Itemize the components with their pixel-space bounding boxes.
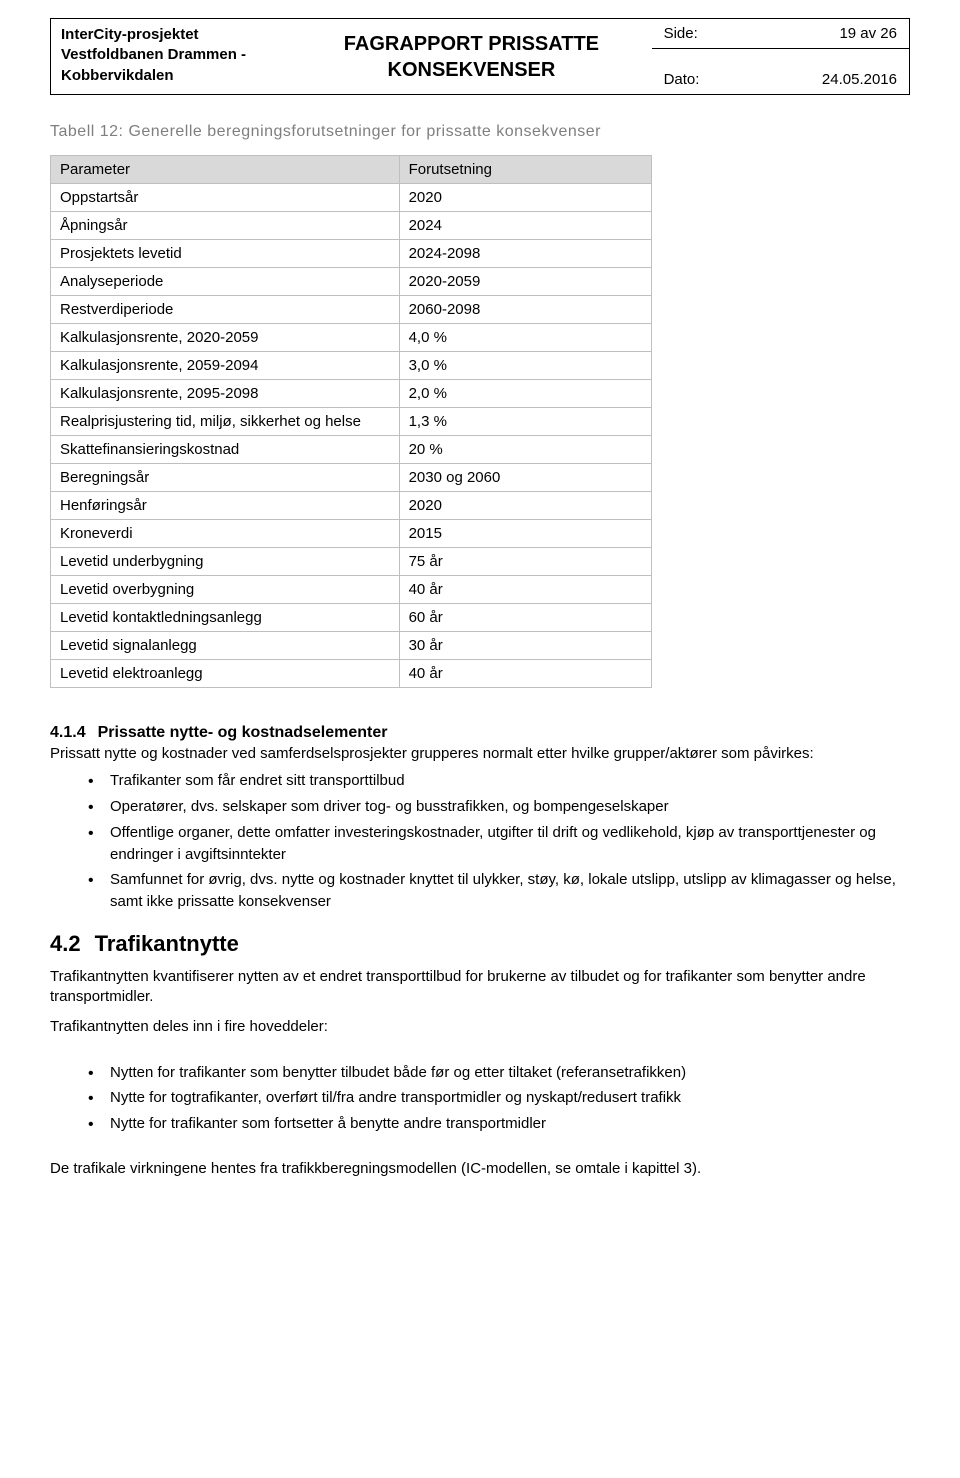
table-row: Åpningsår2024 — [51, 212, 652, 240]
header-center-line1: FAGRAPPORT PRISSATTE — [344, 31, 599, 57]
table-cell-parameter: Levetid overbygning — [51, 576, 400, 604]
section-4-2-p2: Trafikantnytten deles inn i fire hovedde… — [50, 1017, 910, 1037]
table-cell-parameter: Analyseperiode — [51, 268, 400, 296]
section-number: 4.2 — [50, 931, 81, 956]
date-label: Dato: — [664, 71, 700, 88]
section-4-2-p1: Trafikantnytten kvantifiserer nytten av … — [50, 967, 910, 1008]
table-cell-parameter: Levetid underbygning — [51, 548, 400, 576]
table-row: Kalkulasjonsrente, 2095-20982,0 % — [51, 380, 652, 408]
table-cell-value: 2030 og 2060 — [399, 464, 651, 492]
section-4-2-heading: 4.2 Trafikantnytte — [50, 931, 910, 957]
section-title: Prissatte nytte- og kostnadselementer — [98, 724, 388, 741]
table-cell-parameter: Levetid elektroanlegg — [51, 660, 400, 688]
table-cell-value: 20 % — [399, 436, 651, 464]
section-4-2-bullets: Nytten for trafikanter som benytter tilb… — [50, 1062, 910, 1135]
table-row: Henføringsår2020 — [51, 492, 652, 520]
table-cell-parameter: Levetid kontaktledningsanlegg — [51, 604, 400, 632]
header-meta: Side: 19 av 26 Dato: 24.05.2016 — [652, 19, 909, 94]
table-cell-parameter: Åpningsår — [51, 212, 400, 240]
table-row: Beregningsår2030 og 2060 — [51, 464, 652, 492]
list-item: Nytte for trafikanter som fortsetter å b… — [88, 1113, 910, 1135]
table-cell-parameter: Kalkulasjonsrente, 2095-2098 — [51, 380, 400, 408]
list-item: Trafikanter som får endret sitt transpor… — [88, 770, 910, 792]
table-cell-parameter: Henføringsår — [51, 492, 400, 520]
table-row: Kalkulasjonsrente, 2020-20594,0 % — [51, 324, 652, 352]
table-row: Levetid underbygning75 år — [51, 548, 652, 576]
header-left-line3: Kobbervikdalen — [61, 66, 281, 86]
section-4-1-4-bullets: Trafikanter som får endret sitt transpor… — [50, 770, 910, 913]
table-cell-parameter: Beregningsår — [51, 464, 400, 492]
table-row: Levetid kontaktledningsanlegg60 år — [51, 604, 652, 632]
table-cell-parameter: Kalkulasjonsrente, 2059-2094 — [51, 352, 400, 380]
header-left-line2: Vestfoldbanen Drammen - — [61, 45, 281, 65]
table-header-value: Forutsetning — [399, 156, 651, 184]
page-label: Side: — [664, 25, 698, 42]
table-cell-value: 2015 — [399, 520, 651, 548]
table-cell-parameter: Restverdiperiode — [51, 296, 400, 324]
table-cell-value: 40 år — [399, 576, 651, 604]
document-header: InterCity-prosjektet Vestfoldbanen Dramm… — [50, 18, 910, 95]
table-row: Analyseperiode2020-2059 — [51, 268, 652, 296]
table-cell-value: 4,0 % — [399, 324, 651, 352]
table-cell-parameter: Skattefinansieringskostnad — [51, 436, 400, 464]
section-4-2-p3: De trafikale virkningene hentes fra traf… — [50, 1159, 910, 1179]
table-cell-parameter: Oppstartsår — [51, 184, 400, 212]
table-cell-value: 2020 — [399, 184, 651, 212]
list-item: Samfunnet for øvrig, dvs. nytte og kostn… — [88, 869, 910, 913]
table-cell-value: 2,0 % — [399, 380, 651, 408]
list-item: Nytte for togtrafikanter, overført til/f… — [88, 1087, 910, 1109]
table-cell-value: 75 år — [399, 548, 651, 576]
table-row: Oppstartsår2020 — [51, 184, 652, 212]
table-cell-value: 2020 — [399, 492, 651, 520]
date-value: 24.05.2016 — [822, 71, 897, 88]
table-row: Skattefinansieringskostnad20 % — [51, 436, 652, 464]
list-item: Operatører, dvs. selskaper som driver to… — [88, 796, 910, 818]
table-cell-parameter: Realprisjustering tid, miljø, sikkerhet … — [51, 408, 400, 436]
section-title: Trafikantnytte — [95, 931, 239, 956]
table-caption: Tabell 12: Generelle beregningsforutsetn… — [50, 123, 910, 141]
table-row: Restverdiperiode2060-2098 — [51, 296, 652, 324]
table-cell-value: 2060-2098 — [399, 296, 651, 324]
parameters-table: Parameter Forutsetning Oppstartsår2020Åp… — [50, 155, 652, 688]
table-row: Prosjektets levetid2024-2098 — [51, 240, 652, 268]
table-cell-value: 30 år — [399, 632, 651, 660]
table-row: Levetid signalanlegg30 år — [51, 632, 652, 660]
table-cell-parameter: Prosjektets levetid — [51, 240, 400, 268]
table-cell-value: 40 år — [399, 660, 651, 688]
table-cell-value: 1,3 % — [399, 408, 651, 436]
table-row: Levetid elektroanlegg40 år — [51, 660, 652, 688]
page-number: 19 av 26 — [839, 25, 897, 42]
section-number: 4.1.4 — [50, 724, 86, 741]
header-report-title: FAGRAPPORT PRISSATTE KONSEKVENSER — [291, 19, 651, 94]
table-row: Kroneverdi2015 — [51, 520, 652, 548]
header-project-name: InterCity-prosjektet Vestfoldbanen Dramm… — [51, 19, 291, 94]
table-row: Kalkulasjonsrente, 2059-20943,0 % — [51, 352, 652, 380]
table-cell-value: 2024 — [399, 212, 651, 240]
table-row: Realprisjustering tid, miljø, sikkerhet … — [51, 408, 652, 436]
table-cell-parameter: Kalkulasjonsrente, 2020-2059 — [51, 324, 400, 352]
table-cell-value: 2020-2059 — [399, 268, 651, 296]
table-cell-value: 60 år — [399, 604, 651, 632]
table-row: Levetid overbygning40 år — [51, 576, 652, 604]
header-left-line1: InterCity-prosjektet — [61, 25, 281, 45]
table-cell-parameter: Kroneverdi — [51, 520, 400, 548]
table-cell-parameter: Levetid signalanlegg — [51, 632, 400, 660]
table-cell-value: 2024-2098 — [399, 240, 651, 268]
list-item: Nytten for trafikanter som benytter tilb… — [88, 1062, 910, 1084]
section-4-1-4-heading: 4.1.4 Prissatte nytte- og kostnadselement… — [50, 724, 910, 742]
table-header-parameter: Parameter — [51, 156, 400, 184]
section-4-1-4-intro: Prissatt nytte og kostnader ved samferds… — [50, 744, 910, 764]
table-cell-value: 3,0 % — [399, 352, 651, 380]
header-center-line2: KONSEKVENSER — [344, 57, 599, 83]
list-item: Offentlige organer, dette omfatter inves… — [88, 822, 910, 866]
